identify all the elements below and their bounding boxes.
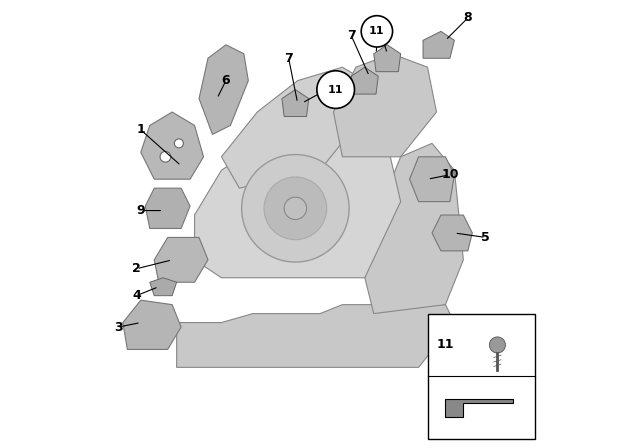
Polygon shape bbox=[123, 300, 181, 349]
Polygon shape bbox=[432, 215, 472, 251]
Polygon shape bbox=[195, 125, 401, 278]
Circle shape bbox=[361, 16, 392, 47]
Circle shape bbox=[242, 155, 349, 262]
Polygon shape bbox=[351, 67, 378, 94]
Text: 7: 7 bbox=[284, 52, 293, 65]
Circle shape bbox=[317, 71, 355, 108]
Text: 8: 8 bbox=[463, 11, 472, 25]
Polygon shape bbox=[282, 90, 309, 116]
Text: 11: 11 bbox=[369, 26, 385, 36]
Polygon shape bbox=[333, 54, 436, 157]
Text: 7: 7 bbox=[374, 16, 383, 29]
Circle shape bbox=[264, 177, 327, 240]
Polygon shape bbox=[221, 67, 365, 188]
Text: 11: 11 bbox=[436, 338, 454, 352]
Polygon shape bbox=[365, 143, 463, 314]
Text: 2: 2 bbox=[132, 262, 141, 276]
Text: 11: 11 bbox=[328, 85, 344, 95]
Polygon shape bbox=[410, 157, 454, 202]
Text: 10: 10 bbox=[441, 168, 459, 181]
Polygon shape bbox=[445, 399, 513, 417]
Polygon shape bbox=[150, 278, 177, 296]
Circle shape bbox=[160, 151, 171, 162]
Circle shape bbox=[284, 197, 307, 220]
Text: 7: 7 bbox=[347, 29, 356, 43]
FancyBboxPatch shape bbox=[428, 314, 535, 439]
Text: 1: 1 bbox=[136, 123, 145, 137]
Polygon shape bbox=[154, 237, 208, 282]
Polygon shape bbox=[141, 112, 204, 179]
Circle shape bbox=[174, 139, 184, 148]
Text: 6: 6 bbox=[221, 74, 230, 87]
Polygon shape bbox=[177, 305, 454, 367]
Text: 4: 4 bbox=[132, 289, 141, 302]
Text: 5: 5 bbox=[481, 231, 490, 244]
Polygon shape bbox=[374, 45, 401, 72]
Text: 3: 3 bbox=[114, 320, 123, 334]
Circle shape bbox=[490, 337, 506, 353]
Polygon shape bbox=[145, 188, 190, 228]
Polygon shape bbox=[423, 31, 454, 58]
Text: 9: 9 bbox=[136, 204, 145, 217]
Polygon shape bbox=[199, 45, 248, 134]
